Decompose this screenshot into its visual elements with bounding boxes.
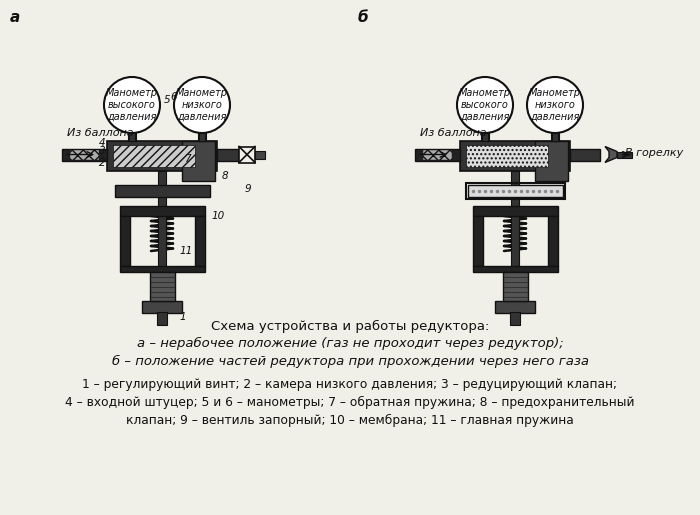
Bar (199, 133, 205, 141)
Text: 4 – входной штуцер; 5 и 6 – манометры; 7 – обратная пружина; 8 – предохранительн: 4 – входной штуцер; 5 и 6 – манометры; 7… (65, 396, 635, 409)
Text: а: а (10, 10, 20, 25)
Text: б: б (358, 10, 369, 25)
Bar (239, 146, 255, 163)
Bar (503, 272, 528, 302)
Bar (129, 133, 135, 141)
Text: 6: 6 (170, 92, 176, 102)
Text: 1: 1 (180, 312, 187, 322)
Text: Из баллона: Из баллона (67, 129, 134, 139)
Bar (255, 150, 265, 159)
Text: 4: 4 (99, 138, 106, 147)
Bar (157, 312, 167, 325)
Text: Манометр
высокого
давления: Манометр высокого давления (459, 89, 511, 122)
Text: а – нерабочее положение (газ не проходит через редуктор);: а – нерабочее положение (газ не проходит… (136, 337, 564, 350)
Text: 8: 8 (222, 171, 229, 181)
Bar (510, 312, 520, 325)
Text: 10: 10 (212, 211, 225, 221)
Text: клапан; 9 – вентиль запорный; 10 – мембрана; 11 – главная пружина: клапан; 9 – вентиль запорный; 10 – мембр… (126, 414, 574, 427)
Bar (120, 216, 130, 266)
Bar (617, 151, 632, 158)
Bar (142, 301, 182, 313)
Bar (182, 141, 215, 181)
Text: 7: 7 (184, 154, 190, 164)
Text: 11: 11 (180, 246, 193, 256)
Text: Манометр
низкого
давления: Манометр низкого давления (529, 89, 581, 122)
Bar (551, 131, 559, 141)
Bar (473, 206, 557, 216)
Bar (466, 145, 548, 167)
Bar (120, 266, 204, 272)
Text: б – положение частей редуктора при прохождении через него газа: б – положение частей редуктора при прохо… (111, 355, 589, 368)
Text: 2: 2 (99, 158, 106, 167)
Circle shape (174, 77, 230, 133)
Bar (481, 131, 489, 141)
Bar (423, 149, 452, 160)
Bar (198, 131, 206, 141)
Bar (62, 148, 107, 161)
Circle shape (527, 77, 583, 133)
Text: Манометр
низкого
давления: Манометр низкого давления (176, 89, 228, 122)
Bar (468, 185, 563, 197)
Text: 1 – регулирующий винт; 2 – камера низкого давления; 3 – редуцирующий клапан;: 1 – регулирующий винт; 2 – камера низког… (83, 378, 617, 391)
Bar (115, 185, 209, 197)
Bar (466, 183, 564, 199)
Bar (107, 141, 217, 171)
Bar (495, 301, 535, 313)
Bar (460, 141, 570, 171)
Bar (158, 171, 166, 291)
Bar (120, 206, 204, 216)
Bar (128, 131, 136, 141)
Bar (150, 272, 174, 302)
Bar (547, 216, 557, 266)
Polygon shape (605, 146, 617, 163)
Text: В горелку: В горелку (625, 147, 683, 158)
Text: 9: 9 (245, 184, 251, 194)
Bar (473, 216, 482, 266)
Circle shape (457, 77, 513, 133)
Bar (552, 133, 558, 141)
Bar (195, 216, 204, 266)
Text: 3: 3 (99, 146, 106, 156)
Text: 5: 5 (164, 95, 171, 105)
Bar (70, 149, 99, 160)
Text: Из баллона: Из баллона (420, 129, 486, 139)
Text: Манометр
высокого
давления: Манометр высокого давления (106, 89, 158, 122)
Text: Схема устройства и работы редуктора:: Схема устройства и работы редуктора: (211, 320, 489, 333)
Bar (415, 148, 460, 161)
Bar (570, 148, 600, 161)
Bar (482, 133, 488, 141)
Bar (217, 148, 247, 161)
Bar (113, 145, 195, 167)
Circle shape (104, 77, 160, 133)
Bar (473, 266, 557, 272)
Bar (535, 141, 568, 181)
Bar (511, 171, 519, 291)
